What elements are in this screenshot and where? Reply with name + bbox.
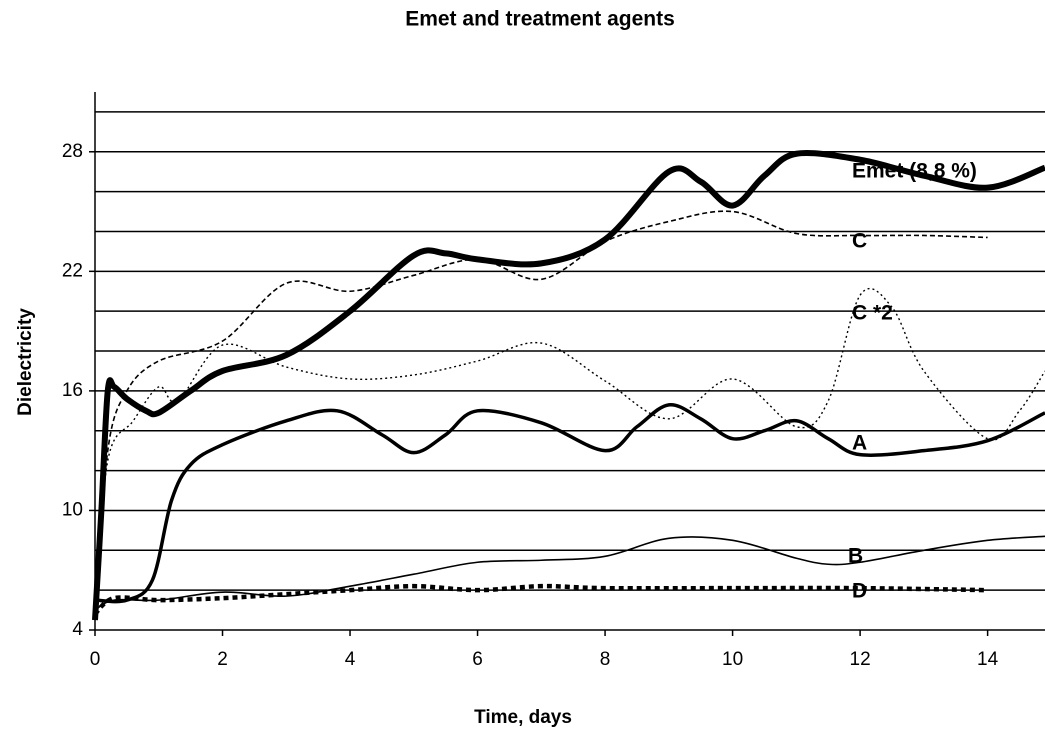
series-label: D [852,580,867,603]
series-label: B [848,545,863,568]
series-line [92,150,1045,621]
x-tick-label: 0 [90,649,101,670]
x-axis-label: Time, days [474,707,572,728]
y-tick-label: 4 [72,619,83,640]
series-label: A [852,432,867,455]
series-line [94,288,1045,621]
x-tick-label: 6 [472,649,483,670]
x-tick-label: 2 [217,649,228,670]
series-label: C [852,230,867,253]
x-tick-label: 8 [600,649,611,670]
series-line [94,535,1045,611]
series-line [94,403,1045,604]
x-tick-label: 14 [977,649,999,670]
x-tick-label: 4 [345,649,356,670]
series-line [93,583,988,616]
chart-title: Emet and treatment agents [405,8,675,31]
y-tick-label: 10 [62,499,83,520]
x-tick-label: 12 [850,649,871,670]
y-tick-label: 28 [62,141,83,162]
y-tick-label: 22 [62,260,83,281]
series-line [94,210,988,621]
x-tick-label: 10 [722,649,743,670]
y-tick-label: 16 [62,380,83,401]
y-axis-label: Dielectricity [15,308,36,416]
series-label: C *2 [852,302,893,325]
series-label: Emet (8,8 %) [852,160,977,183]
